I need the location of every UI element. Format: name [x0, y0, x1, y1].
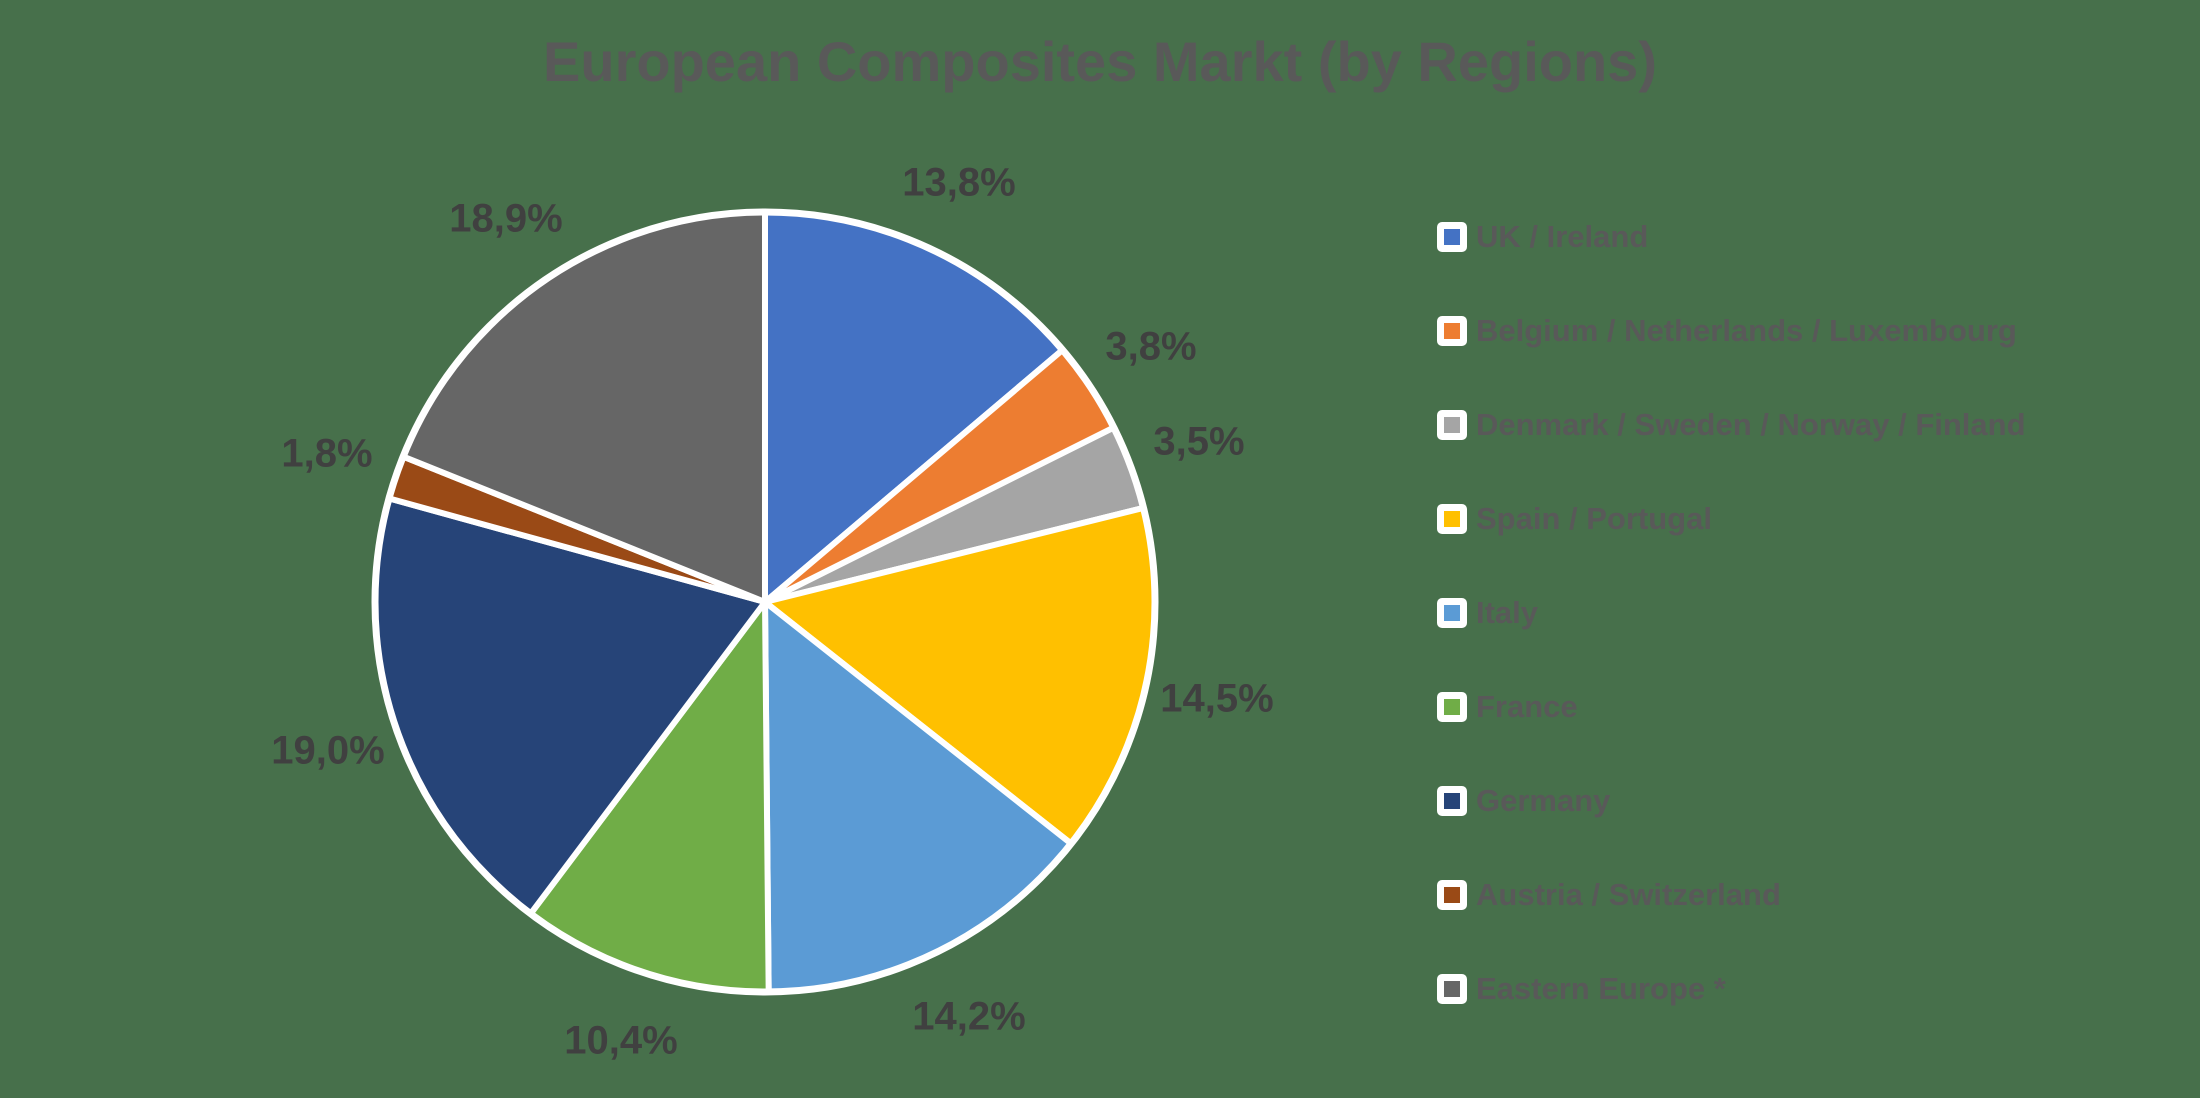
- legend-marker-icon: [1437, 504, 1467, 534]
- legend-swatch: [1444, 981, 1460, 997]
- legend-item-2: Denmark / Sweden / Norway / Finland: [1437, 407, 2026, 443]
- legend-item-1: Belgium / Netherlands / Luxembourg: [1437, 313, 2026, 349]
- legend-item-8: Eastern Europe *: [1437, 971, 2026, 1007]
- legend-label: Eastern Europe *: [1476, 971, 1726, 1006]
- legend-marker-icon: [1437, 410, 1467, 440]
- pie-outline: [371, 208, 1159, 996]
- legend-swatch: [1444, 417, 1460, 433]
- legend-swatch: [1444, 511, 1460, 527]
- data-label-1: 3,8%: [1105, 324, 1197, 369]
- legend-marker-icon: [1437, 316, 1467, 346]
- legend-label: Spain / Portugal: [1476, 501, 1712, 536]
- legend-marker-icon: [1437, 880, 1467, 910]
- data-label-0: 13,8%: [902, 160, 1016, 205]
- legend-label: Denmark / Sweden / Norway / Finland: [1476, 407, 2026, 442]
- legend-item-3: Spain / Portugal: [1437, 501, 2026, 537]
- legend-label: Belgium / Netherlands / Luxembourg: [1476, 313, 2017, 348]
- legend-swatch: [1444, 793, 1460, 809]
- legend-item-6: Germany: [1437, 783, 2026, 819]
- data-label-4: 14,2%: [912, 994, 1026, 1039]
- data-label-5: 10,4%: [564, 1018, 678, 1063]
- chart-title: European Composites Markt (by Regions): [543, 30, 1657, 93]
- legend-swatch: [1444, 323, 1460, 339]
- legend-marker-icon: [1437, 974, 1467, 1004]
- legend-label: Austria / Switzerland: [1476, 877, 1781, 912]
- legend-item-4: Italy: [1437, 595, 2026, 631]
- legend-swatch: [1444, 699, 1460, 715]
- data-label-6: 19,0%: [271, 728, 385, 773]
- data-label-2: 3,5%: [1153, 419, 1245, 464]
- legend-label: France: [1476, 689, 1578, 724]
- legend-marker-icon: [1437, 598, 1467, 628]
- legend-marker-icon: [1437, 222, 1467, 252]
- legend: UK / Ireland Belgium / Netherlands / Luxe…: [1437, 219, 2026, 1007]
- legend-swatch: [1444, 887, 1460, 903]
- legend-marker-icon: [1437, 692, 1467, 722]
- data-label-3: 14,5%: [1160, 676, 1274, 721]
- legend-item-0: UK / Ireland: [1437, 219, 2026, 255]
- legend-marker-icon: [1437, 786, 1467, 816]
- legend-label: UK / Ireland: [1476, 219, 1649, 254]
- legend-item-5: France: [1437, 689, 2026, 725]
- legend-label: Italy: [1476, 595, 1539, 630]
- legend-item-7: Austria / Switzerland: [1437, 877, 2026, 913]
- legend-swatch: [1444, 605, 1460, 621]
- legend-label: Germany: [1476, 783, 1611, 818]
- data-label-8: 18,9%: [449, 196, 563, 241]
- data-label-7: 1,8%: [281, 431, 373, 476]
- legend-swatch: [1444, 229, 1460, 245]
